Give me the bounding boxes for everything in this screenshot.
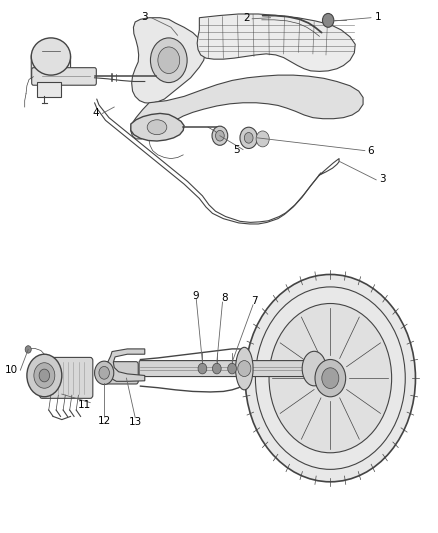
- FancyBboxPatch shape: [39, 358, 93, 398]
- Polygon shape: [131, 75, 363, 139]
- Circle shape: [158, 47, 180, 74]
- Circle shape: [212, 364, 221, 374]
- Text: 1: 1: [375, 12, 381, 22]
- Circle shape: [215, 131, 224, 141]
- Polygon shape: [132, 18, 205, 103]
- Ellipse shape: [302, 351, 326, 386]
- Circle shape: [99, 367, 110, 379]
- Circle shape: [212, 126, 228, 146]
- Ellipse shape: [31, 38, 71, 75]
- Text: 3: 3: [379, 174, 386, 184]
- Text: 11: 11: [78, 400, 91, 410]
- Circle shape: [228, 364, 237, 374]
- Text: 13: 13: [128, 417, 142, 427]
- FancyBboxPatch shape: [31, 54, 71, 80]
- Circle shape: [39, 369, 49, 382]
- FancyBboxPatch shape: [139, 361, 334, 376]
- Circle shape: [34, 363, 55, 388]
- Ellipse shape: [147, 120, 167, 135]
- Circle shape: [322, 368, 339, 389]
- Text: 10: 10: [5, 365, 18, 375]
- Circle shape: [27, 354, 62, 397]
- Text: 5: 5: [233, 144, 240, 155]
- Circle shape: [95, 361, 114, 384]
- Text: 3: 3: [141, 12, 148, 22]
- Text: 2: 2: [243, 13, 249, 23]
- FancyBboxPatch shape: [37, 82, 60, 98]
- Circle shape: [240, 127, 258, 149]
- FancyBboxPatch shape: [32, 68, 96, 85]
- Circle shape: [150, 38, 187, 83]
- Text: 6: 6: [367, 146, 374, 156]
- Circle shape: [245, 274, 416, 482]
- Circle shape: [269, 303, 392, 453]
- Text: 9: 9: [192, 290, 199, 301]
- Circle shape: [25, 346, 31, 353]
- Polygon shape: [107, 349, 145, 381]
- Ellipse shape: [236, 348, 253, 390]
- Circle shape: [238, 361, 251, 376]
- Circle shape: [322, 13, 334, 27]
- Circle shape: [244, 133, 253, 143]
- Circle shape: [315, 359, 346, 397]
- Polygon shape: [131, 114, 184, 141]
- FancyBboxPatch shape: [101, 362, 138, 384]
- Polygon shape: [197, 14, 355, 71]
- Circle shape: [256, 131, 269, 147]
- Text: 7: 7: [251, 296, 258, 306]
- Circle shape: [198, 364, 207, 374]
- Text: 4: 4: [92, 108, 99, 118]
- Text: 8: 8: [221, 293, 228, 303]
- Text: 12: 12: [98, 416, 111, 426]
